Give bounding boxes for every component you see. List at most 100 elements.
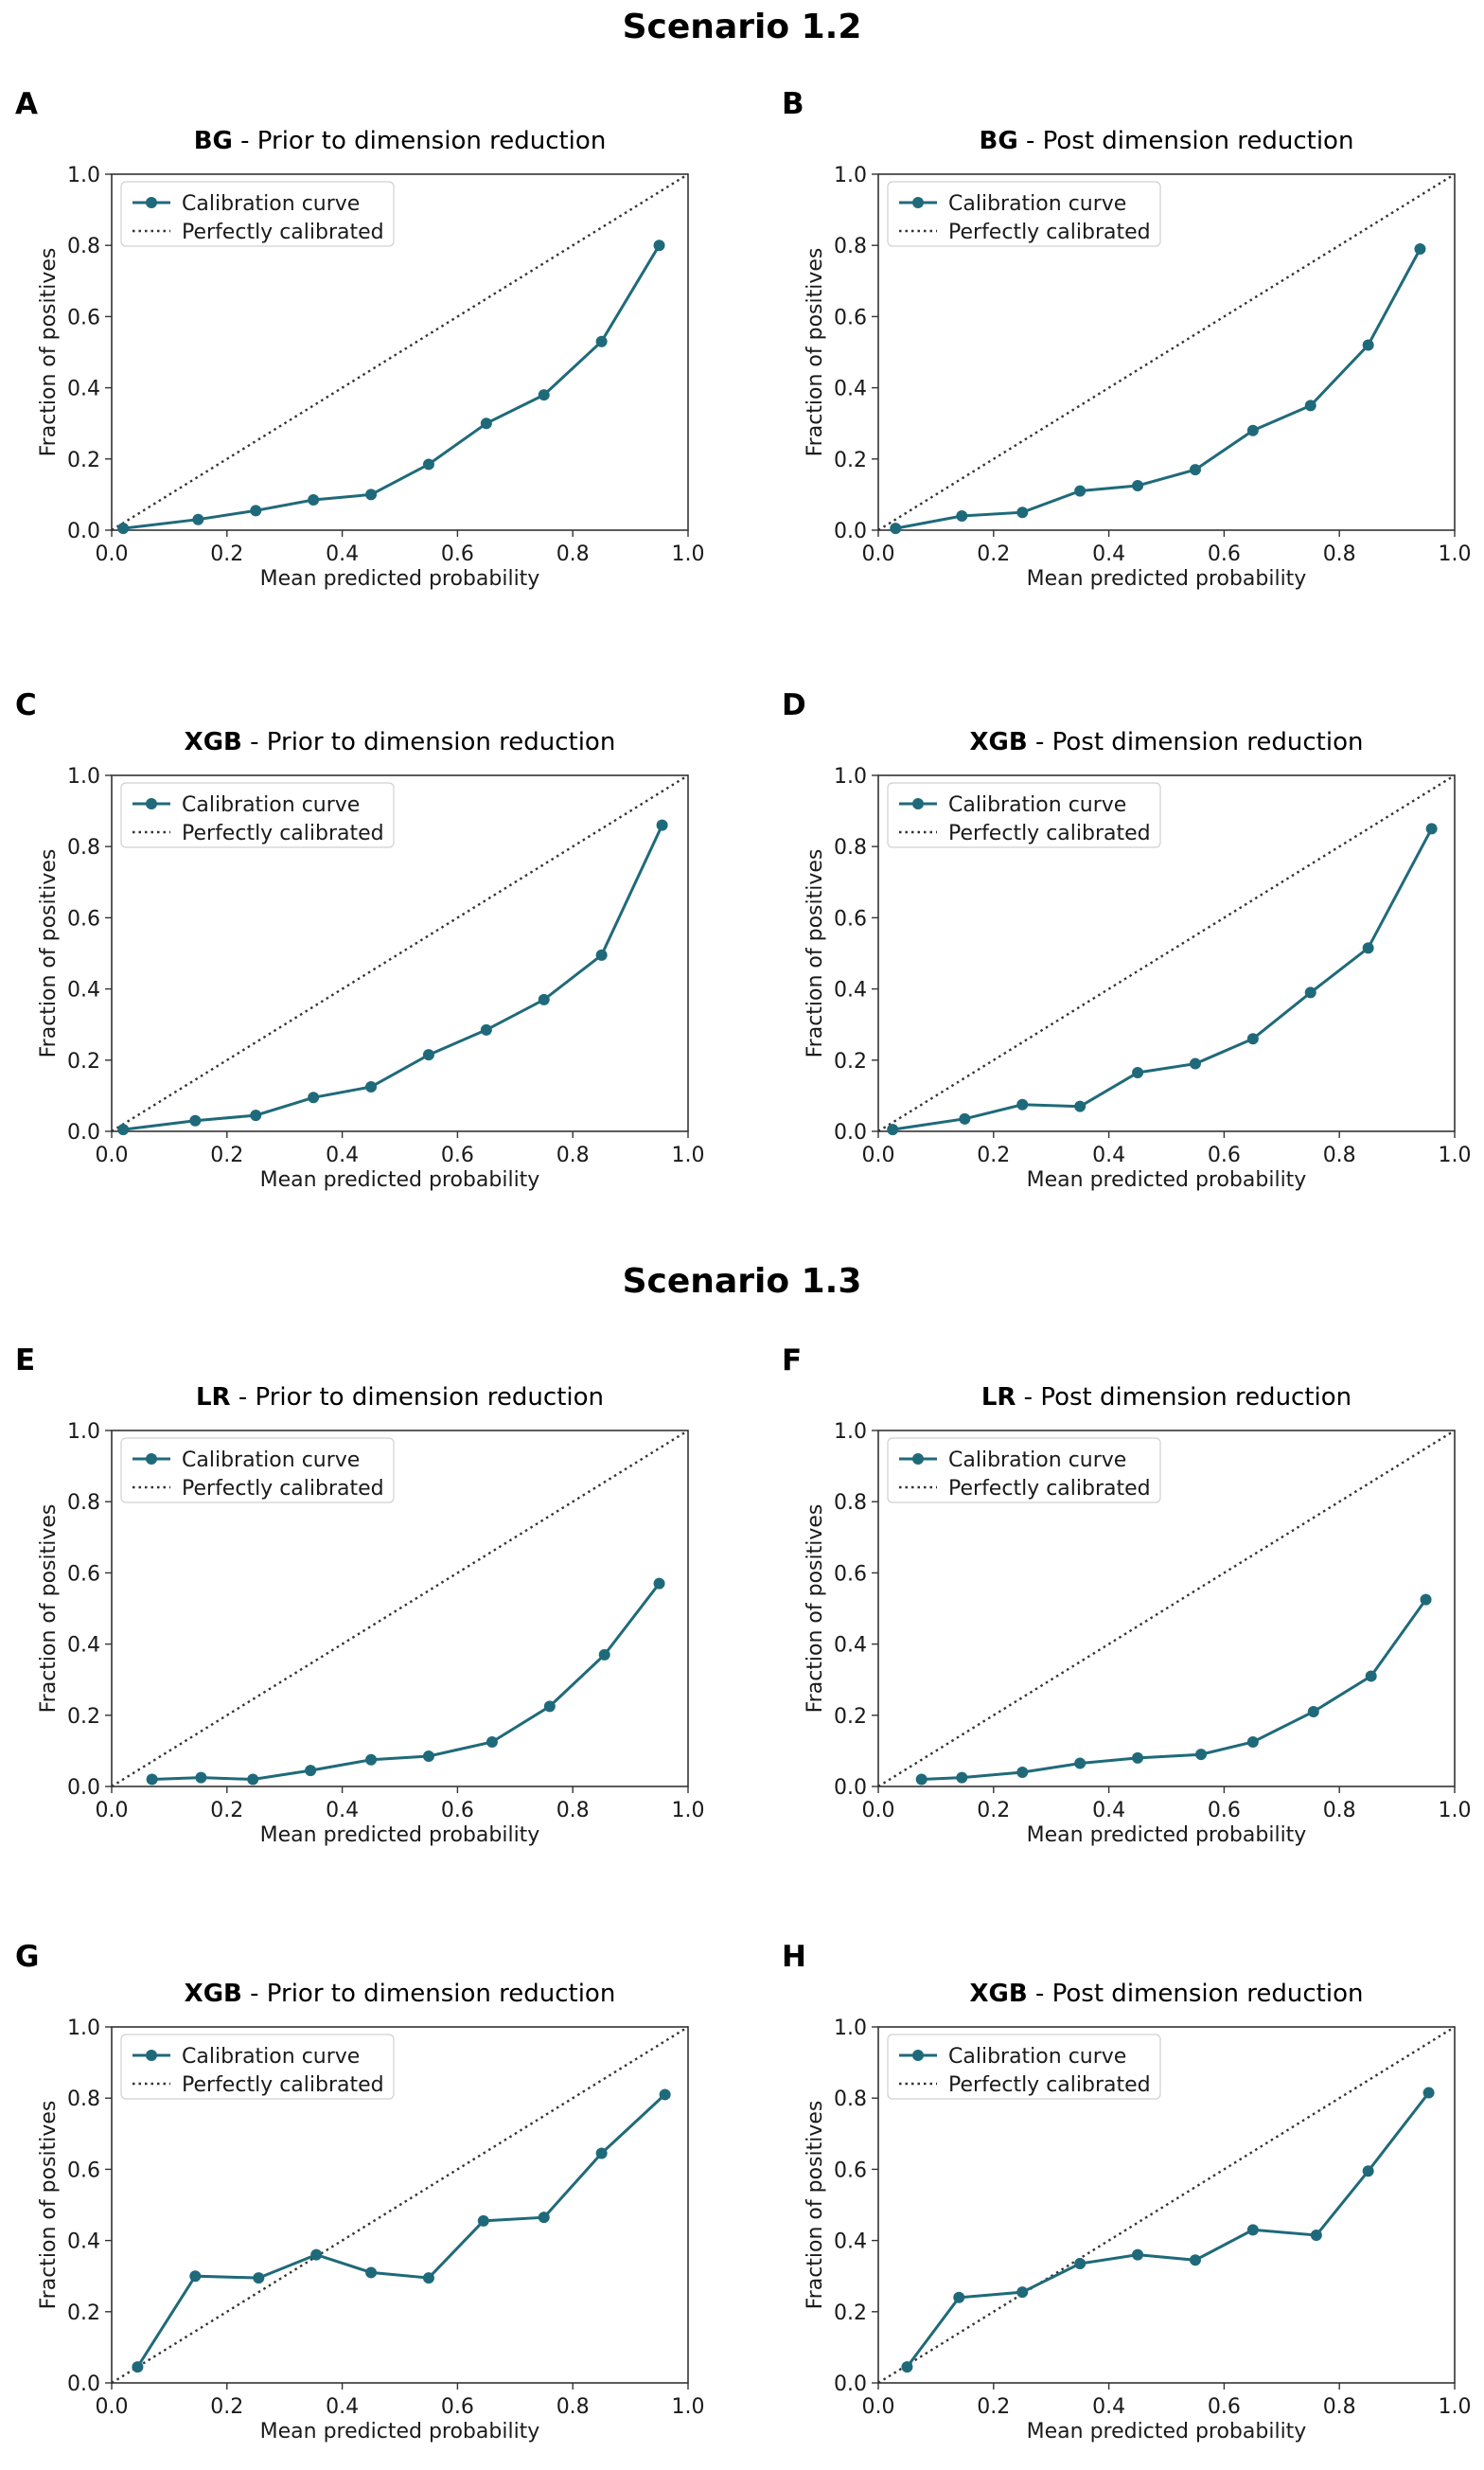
legend-curve-marker <box>146 197 157 208</box>
scenario-title-1-2: Scenario 1.2 <box>622 8 862 46</box>
y-axis-label: Fraction of positives <box>804 1504 827 1714</box>
legend: Calibration curve Perfectly calibrated <box>887 782 1161 848</box>
y-axis-label: Fraction of positives <box>804 849 827 1058</box>
legend: Calibration curve Perfectly calibrated <box>887 181 1161 247</box>
legend-box <box>120 181 395 247</box>
y-axis-label: Fraction of positives <box>37 2101 61 2310</box>
legend: Calibration curve Perfectly calibrated <box>120 1437 395 1503</box>
calibration-curve-line <box>136 2093 666 2368</box>
calibration-point <box>1016 1766 1029 1778</box>
perfect-calibration-line <box>111 2025 689 2385</box>
calibration-chart-d: XGB - Post dimension reduction 0.0 0.2 0.4 0… <box>804 728 1472 1192</box>
y-tick-label: 0.8 <box>67 2088 100 2111</box>
x-axis-label: Mean predicted probability <box>1027 567 1307 591</box>
y-axis-label: Fraction of positives <box>37 1504 61 1714</box>
calibration-chart-f: LR - Post dimension reduction 0.0 0.2 0.4 0.… <box>804 1383 1472 1847</box>
x-tick-label: 0.4 <box>326 542 359 566</box>
plot-frame <box>877 173 1456 531</box>
panel-title-model: LR <box>196 1383 231 1412</box>
panel-title-model: XGB <box>970 1980 1028 2008</box>
x-tick-label: 0.6 <box>441 1799 474 1822</box>
x-tick-label: 0.8 <box>1323 542 1356 566</box>
y-tick-label: 0.0 <box>67 1776 100 1800</box>
calibration-point <box>1304 400 1316 412</box>
y-tick-label: 0.4 <box>834 979 867 1003</box>
calibration-point <box>1362 339 1374 351</box>
y-tick-label: 1.0 <box>834 164 867 187</box>
y-tick-label: 0.4 <box>67 2230 100 2254</box>
y-tick-label: 0.0 <box>67 1121 100 1145</box>
x-tick-label: 0.8 <box>1323 1144 1356 1167</box>
y-tick-label: 0.4 <box>834 378 867 401</box>
legend-entry-perfectly-calibrated: Perfectly calibrated <box>948 221 1151 244</box>
y-axis-label: Fraction of positives <box>804 248 827 457</box>
calibration-point <box>480 418 492 430</box>
x-axis-label: Mean predicted probability <box>1027 1823 1307 1847</box>
calibration-point <box>538 993 550 1005</box>
calibration-point <box>956 1771 968 1784</box>
y-tick-label: 0.8 <box>834 1491 867 1515</box>
calibration-point <box>305 1765 317 1777</box>
x-tick-label: 0.0 <box>96 1144 129 1167</box>
calibration-point <box>659 2088 671 2101</box>
x-tick-label: 0.2 <box>977 1799 1010 1822</box>
x-tick-label: 0.6 <box>441 542 474 566</box>
calibration-point <box>1016 1098 1029 1111</box>
y-tick-label: 0.6 <box>834 306 867 329</box>
legend-box <box>120 1437 395 1503</box>
perfect-calibration-line <box>111 1429 689 1788</box>
panel-title-rest: - Post dimension reduction <box>1018 127 1354 155</box>
calibration-point <box>1074 1100 1086 1112</box>
calibration-curve-line <box>123 244 661 530</box>
calibration-point <box>250 505 262 517</box>
legend: Calibration curve Perfectly calibrated <box>120 181 395 247</box>
y-tick-label: 0.8 <box>834 235 867 258</box>
panel-title: XGB - Prior to dimension reduction <box>185 728 616 756</box>
y-tick-label: 0.8 <box>67 836 100 860</box>
panel-title-rest: - Post dimension reduction <box>1028 728 1364 756</box>
calibration-point <box>595 949 608 961</box>
calibration-point <box>890 523 902 535</box>
x-tick-label: 0.4 <box>1092 542 1125 566</box>
legend-entry-perfectly-calibrated: Perfectly calibrated <box>182 822 384 845</box>
x-tick-label: 0.6 <box>1208 1799 1241 1822</box>
calibration-point <box>1189 1057 1201 1070</box>
y-tick-label: 1.0 <box>834 1420 867 1444</box>
panel-title-model: BG <box>980 127 1018 155</box>
panel-title: LR - Prior to dimension reduction <box>196 1383 604 1412</box>
y-tick-label: 0.2 <box>67 1705 100 1729</box>
plot-frame <box>877 2026 1456 2384</box>
x-tick-label: 0.4 <box>326 2395 359 2419</box>
calibration-point <box>1365 1670 1377 1682</box>
calibration-point <box>253 2272 265 2284</box>
panel-letter-g: G <box>15 1940 40 1974</box>
y-tick-label: 1.0 <box>67 765 100 789</box>
panel-letter-d: D <box>782 688 806 722</box>
y-tick-label: 0.6 <box>67 907 100 931</box>
y-tick-label: 0.4 <box>67 378 100 401</box>
calibration-point <box>117 523 130 535</box>
calibration-point <box>1132 2248 1144 2261</box>
legend-entry-perfectly-calibrated: Perfectly calibrated <box>948 822 1151 845</box>
calibration-point <box>538 2212 550 2224</box>
x-tick-label: 1.0 <box>672 1799 705 1822</box>
legend-entry-perfectly-calibrated: Perfectly calibrated <box>182 221 384 244</box>
x-tick-label: 0.2 <box>210 542 243 566</box>
calibration-point <box>1307 1706 1319 1718</box>
panel-title-rest: - Prior to dimension reduction <box>231 1383 604 1412</box>
calibration-point <box>477 2214 489 2227</box>
calibration-point <box>1195 1749 1208 1761</box>
perfect-calibration-line <box>111 172 689 532</box>
x-tick-label: 0.8 <box>556 2395 590 2419</box>
calibration-curve-line <box>921 1598 1427 1781</box>
calibration-point <box>189 1114 202 1127</box>
calibration-point <box>365 2266 378 2279</box>
calibration-point <box>595 335 608 347</box>
legend-box <box>887 782 1161 848</box>
y-tick-label: 0.6 <box>67 2159 100 2182</box>
legend-entry-calibration-curve: Calibration curve <box>948 2045 1126 2069</box>
legend: Calibration curve Perfectly calibrated <box>120 782 395 848</box>
legend-curve-marker <box>146 1453 157 1465</box>
x-tick-label: 0.4 <box>1092 2395 1125 2419</box>
